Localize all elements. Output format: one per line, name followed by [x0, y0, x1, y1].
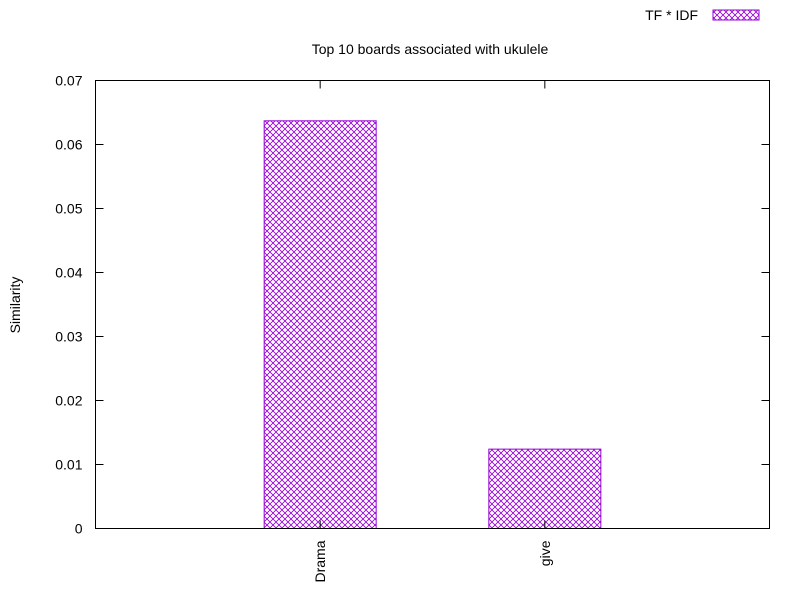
y-tick-label: 0.01: [55, 457, 82, 473]
legend: TF * IDF: [645, 7, 760, 23]
y-tick-label: 0.06: [55, 137, 82, 153]
bar-drama: [263, 120, 377, 529]
x-tick-label: Drama: [312, 540, 328, 582]
y-axis-label: Similarity: [7, 277, 23, 334]
y-tick-label: 0.04: [55, 265, 82, 281]
x-tick-label: give: [537, 540, 553, 566]
y-tick-label: 0.05: [55, 201, 82, 217]
y-tick-label: 0.07: [55, 73, 82, 89]
x-axis-ticks: Drama give: [312, 80, 553, 583]
bar-give: [488, 448, 602, 530]
y-tick-label: 0.02: [55, 393, 82, 409]
legend-label: TF * IDF: [645, 7, 698, 23]
chart-title: Top 10 boards associated with ukulele: [312, 41, 549, 57]
y-axis-ticks: 0 0.01 0.02 0.03 0.04 0.05 0.06 0.07: [55, 73, 770, 537]
y-tick-label: 0: [75, 521, 83, 537]
y-tick-label: 0.03: [55, 329, 82, 345]
plot-frame: [95, 80, 770, 529]
legend-swatch: [712, 9, 760, 21]
bars: [263, 120, 602, 530]
